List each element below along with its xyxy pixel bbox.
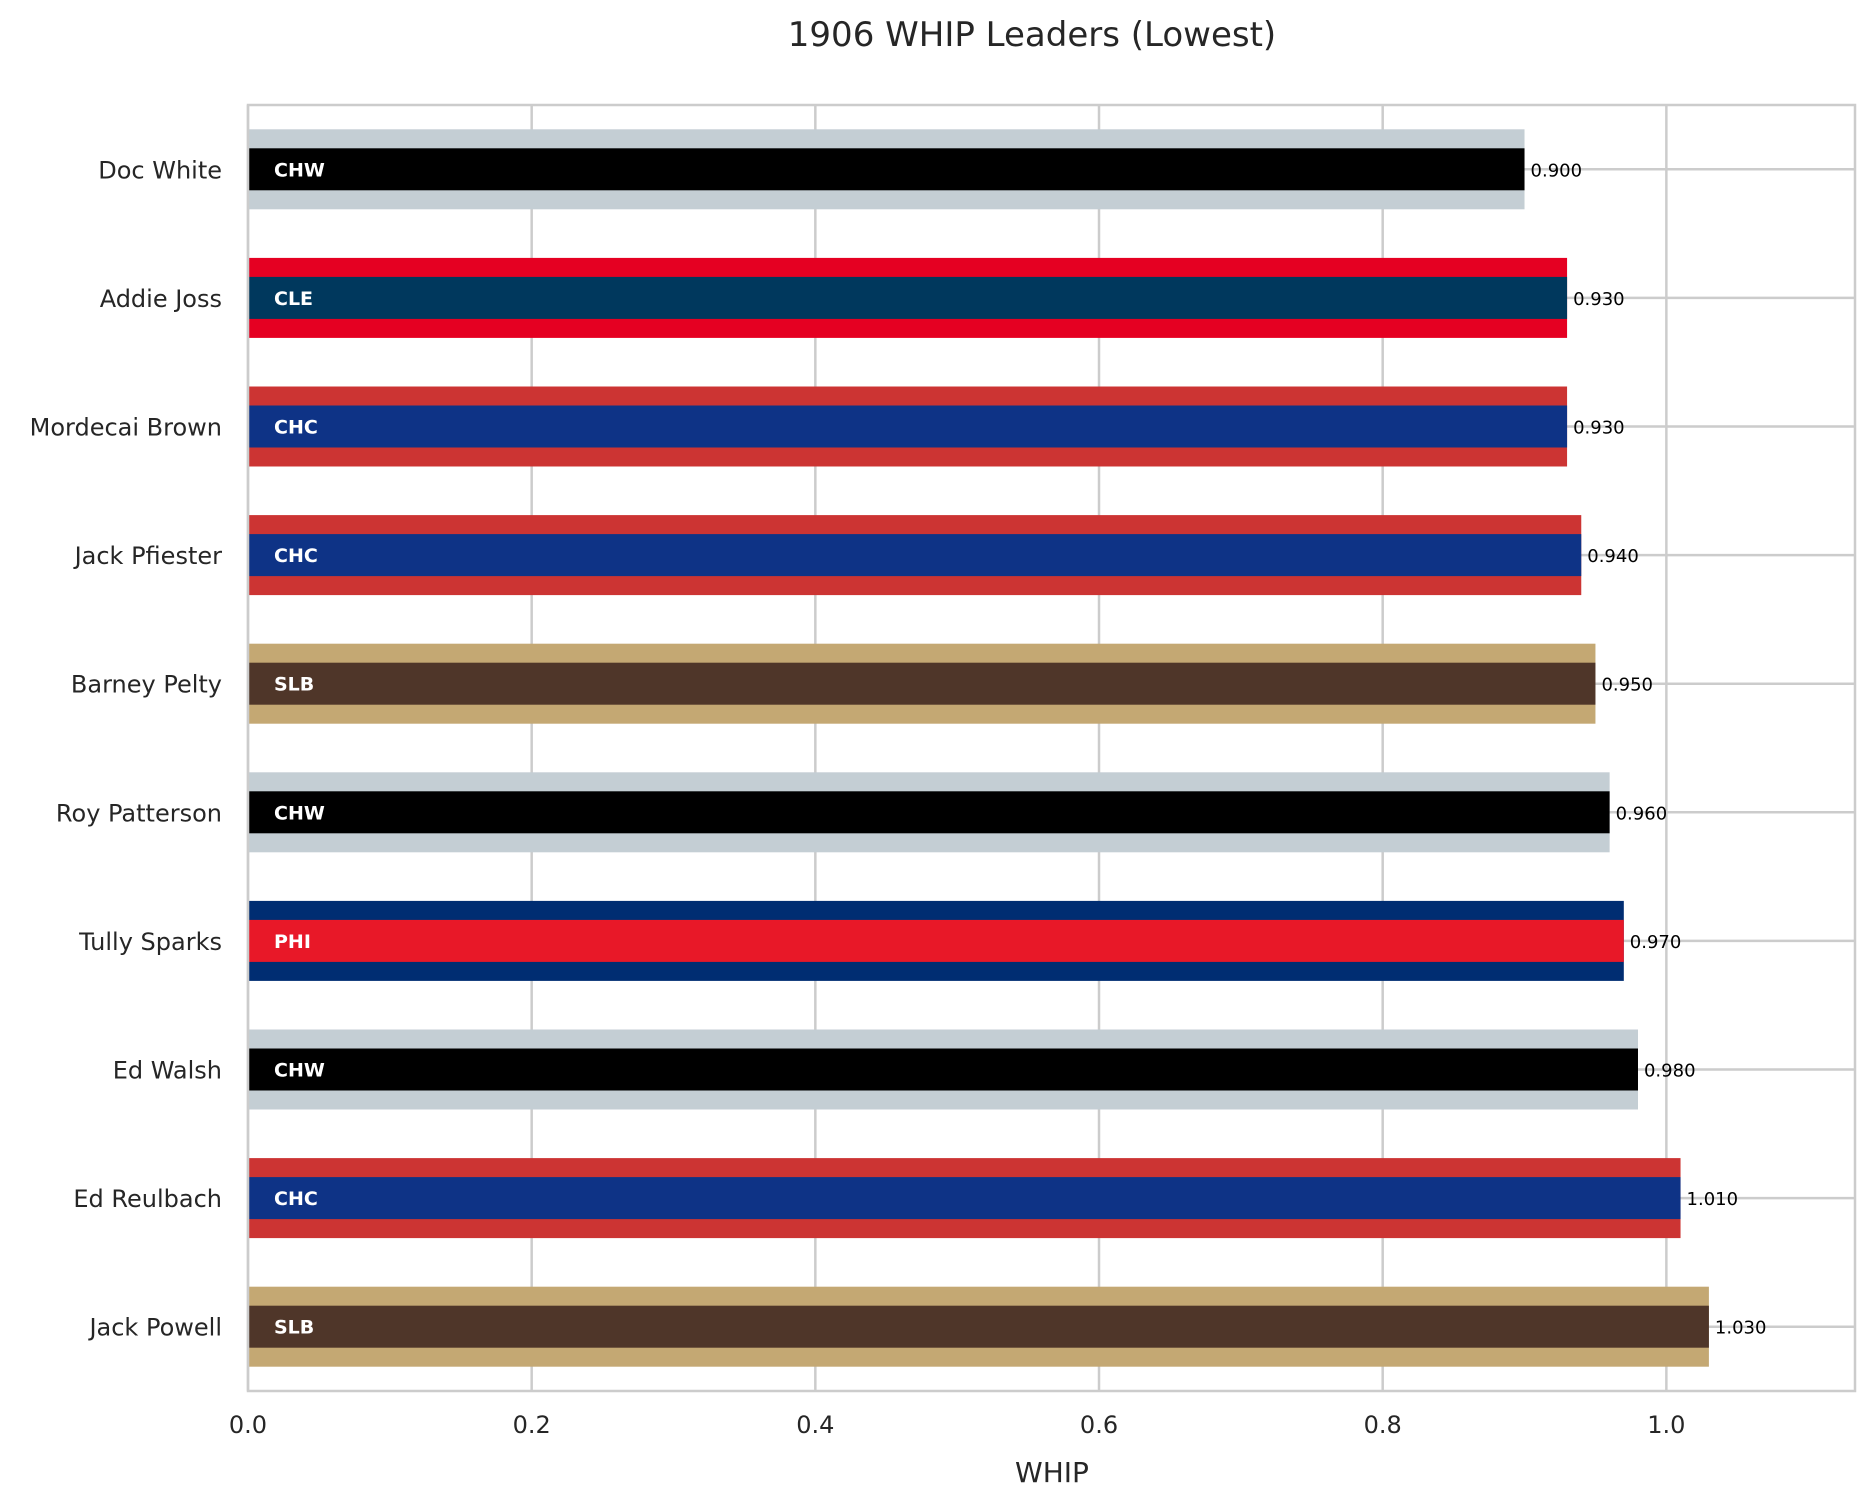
- bar-team-label: CHW: [274, 1060, 325, 1082]
- bar-group: CHW 0.980: [248, 1029, 1696, 1110]
- bar-inner: [248, 1305, 1709, 1348]
- bar-value-label: 0.980: [1644, 1061, 1696, 1082]
- y-tick-label: Mordecai Brown: [30, 414, 222, 442]
- x-tick-label: 0.8: [1364, 1411, 1402, 1439]
- bar-value-label: 1.030: [1715, 1318, 1767, 1339]
- bar-group: CHW 0.960: [248, 772, 1668, 853]
- bar-inner: [248, 148, 1525, 191]
- y-tick-label: Jack Powell: [87, 1314, 222, 1342]
- bar-inner: [248, 791, 1610, 834]
- bar-group: CHC 0.930: [248, 386, 1625, 467]
- x-tick-label: 1.0: [1647, 1411, 1685, 1439]
- labels-layer: 0.0 0.2 0.4 0.6 0.8 1.0 Doc White Addie Joss Mor…: [30, 156, 1686, 1439]
- y-tick-label: Jack Pfiester: [73, 542, 223, 570]
- x-tick-label: 0.4: [796, 1411, 834, 1439]
- bar-value-label: 0.900: [1531, 160, 1583, 181]
- bar-inner: [248, 662, 1596, 705]
- bar-team-label: SLB: [274, 674, 314, 696]
- bar-team-label: CHC: [274, 545, 318, 567]
- y-tick-label: Barney Pelty: [71, 671, 222, 699]
- bar-group: CHC 1.010: [248, 1158, 1739, 1239]
- bar-group: CHW 0.900: [248, 129, 1583, 210]
- y-tick-label: Addie Joss: [100, 285, 222, 313]
- bar-value-label: 0.960: [1616, 803, 1668, 824]
- bar-team-label: CHW: [274, 802, 325, 824]
- bar-group: CLE 0.930: [248, 257, 1625, 338]
- bar-team-label: CHW: [274, 159, 325, 181]
- bar-inner: [248, 534, 1582, 577]
- bar-value-label: 0.940: [1587, 546, 1639, 567]
- bar-team-label: PHI: [274, 931, 311, 953]
- y-tick-label: Ed Walsh: [113, 1057, 222, 1085]
- bar-team-label: SLB: [274, 1317, 314, 1339]
- y-tick-label: Tully Sparks: [78, 928, 222, 956]
- bars-layer: CHW 0.900 CLE 0.930 CHC 0.930 CHC 0.940 SLB 0.950…: [248, 129, 1767, 1367]
- x-axis-label: WHIP: [1015, 1456, 1089, 1489]
- y-tick-label: Roy Patterson: [56, 799, 222, 827]
- bar-team-label: CHC: [274, 1188, 318, 1210]
- y-tick-label: Doc White: [98, 156, 222, 184]
- x-tick-label: 0.0: [229, 1411, 267, 1439]
- bar-value-label: 0.950: [1601, 675, 1653, 696]
- bar-inner: [248, 1177, 1681, 1220]
- plot-frame: [246, 103, 1857, 1393]
- bar-inner: [248, 405, 1568, 448]
- bar-group: CHC 0.940: [248, 515, 1639, 596]
- x-tick-label: 0.2: [513, 1411, 551, 1439]
- bar-value-label: 0.930: [1573, 418, 1625, 439]
- bar-team-label: CHC: [274, 417, 318, 439]
- bar-value-label: 1.010: [1687, 1189, 1739, 1210]
- bar-inner: [248, 1048, 1638, 1091]
- bar-inner: [248, 919, 1624, 962]
- bar-value-label: 0.970: [1630, 932, 1682, 953]
- bar-group: SLB 1.030: [248, 1286, 1767, 1367]
- bar-group: SLB 0.950: [248, 643, 1653, 724]
- x-tick-label: 0.6: [1080, 1411, 1118, 1439]
- bar-value-label: 0.930: [1573, 289, 1625, 310]
- bar-team-label: CLE: [274, 288, 313, 310]
- y-tick-label: Ed Reulbach: [73, 1185, 222, 1213]
- bar-inner: [248, 276, 1568, 319]
- chart-title: 1906 WHIP Leaders (Lowest): [788, 15, 1276, 55]
- bar-group: PHI 0.970: [248, 900, 1682, 981]
